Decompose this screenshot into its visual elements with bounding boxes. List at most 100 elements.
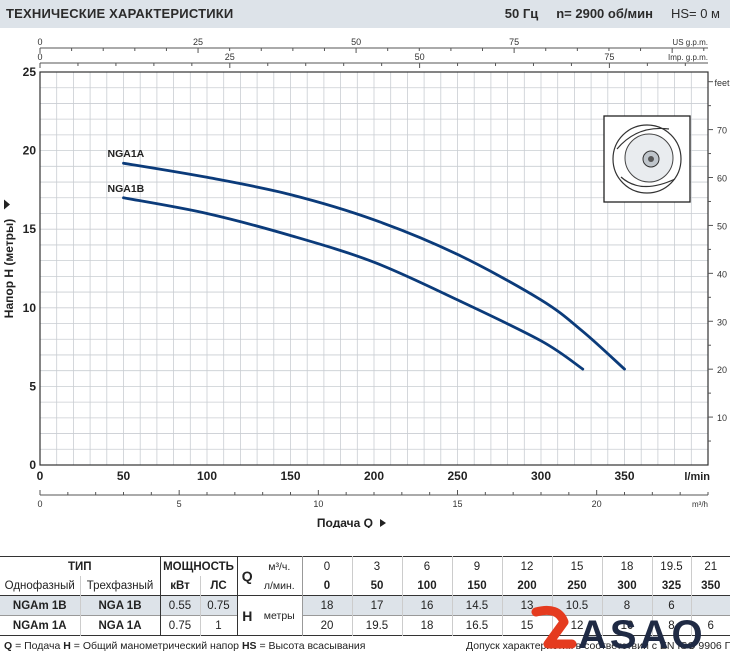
- model-three: NGA 1A: [80, 615, 161, 636]
- m3h-tick-label: 5: [177, 499, 182, 509]
- y-tick-label: 25: [23, 65, 37, 79]
- q-lmin-cell: 300: [602, 576, 653, 596]
- tolerance-note: Допуск характеристик в соответствии с EN…: [466, 640, 730, 652]
- x-tick-label: 250: [447, 469, 467, 483]
- m3h-tick-label: 15: [452, 499, 462, 509]
- logo-mark: [531, 605, 577, 649]
- header-params: 50 Гц n= 2900 об/мин HS= 0 м: [505, 6, 720, 21]
- q-lmin-cell: 150: [452, 576, 503, 596]
- head-cell: 10.5: [552, 595, 603, 616]
- x-tick-label: 200: [364, 469, 384, 483]
- q-unit-m3h: м³/ч.: [257, 556, 303, 576]
- model-single: NGAm 1B: [0, 595, 81, 616]
- legend-hs-key: HS: [241, 640, 257, 652]
- us-gpm-tick-label: 75: [509, 37, 519, 47]
- y-axis-title: Напор H (метры): [2, 219, 16, 318]
- feet-tick-label: 10: [717, 413, 727, 423]
- x-tick-label: 350: [614, 469, 634, 483]
- imp-gpm-unit-label: Imp. g.p.m.: [668, 53, 708, 62]
- suction-height-label: HS= 0 м: [670, 6, 720, 21]
- feet-tick-label: 50: [717, 221, 727, 231]
- us-gpm-tick-label: 25: [193, 37, 203, 47]
- chart-labels: Подача Q Напор H (метры) NGA1A NGA1B: [2, 148, 386, 528]
- header-bar: ТЕХНИЧЕСКИЕ ХАРАКТЕРИСТИКИ 50 Гц n= 2900 …: [0, 0, 730, 28]
- q-m3h-cell: 6: [402, 556, 453, 576]
- head-cell: 6: [707, 619, 714, 632]
- x-tick-label: 150: [280, 469, 300, 483]
- spec-table: ТИП МОЩНОСТЬ Q м³/ч. 0 3 6 9 12 15 18 19…: [0, 556, 730, 636]
- feet-tick-label: 40: [717, 269, 727, 279]
- x-axis-title: Подача Q: [317, 516, 373, 528]
- power-hp: 1: [200, 615, 238, 636]
- m3h-tick-label: 10: [313, 499, 323, 509]
- legend-q: = Подача: [12, 640, 64, 652]
- q-header: Q: [241, 568, 253, 584]
- hp-header: ЛС: [200, 576, 238, 596]
- q-lmin-cell: 50: [352, 576, 403, 596]
- head-cell: 14.5: [452, 595, 503, 616]
- imp-gpm-tick-label: 0: [37, 52, 42, 62]
- q-m3h-cell: 19.5: [652, 556, 692, 576]
- q-lmin-cell: 200: [502, 576, 553, 596]
- y-tick-label: 15: [23, 222, 37, 236]
- three-phase-header: Трехфазный: [80, 576, 161, 596]
- imp-gpm-tick-label: 25: [225, 52, 235, 62]
- q-m3h-cell: 12: [502, 556, 553, 576]
- power-hp: 0.75: [200, 595, 238, 616]
- q-unit-lmin: л/мин.: [257, 576, 303, 596]
- frequency-label: 50 Гц: [504, 6, 539, 21]
- q-m3h-cell: 15: [552, 556, 603, 576]
- x-tick-label: 0: [37, 469, 44, 483]
- q-m3h-cell: 18: [602, 556, 653, 576]
- single-phase-header: Однофазный: [0, 576, 81, 596]
- series-line-nga1b: [122, 196, 585, 371]
- q-lmin-cell: 250: [552, 576, 603, 596]
- feet-tick-label: 60: [717, 174, 727, 184]
- q-m3h-cell: 9: [452, 556, 503, 576]
- imp-gpm-tick-label: 50: [415, 52, 425, 62]
- q-m3h-cell: 3: [352, 556, 403, 576]
- feet-unit-label: feet: [714, 78, 730, 88]
- chart-curves: [122, 161, 626, 371]
- page-title: ТЕХНИЧЕСКИЕ ХАРАКТЕРИСТИКИ: [6, 6, 234, 21]
- q-lmin-cell: 325: [652, 576, 692, 596]
- m3h-tick-label: 20: [592, 499, 602, 509]
- kw-header: кВт: [160, 576, 201, 596]
- model-three: NGA 1B: [80, 595, 161, 616]
- us-gpm-unit-label: US g.p.m.: [672, 38, 708, 47]
- y-tick-label: 20: [23, 144, 37, 158]
- m3h-unit-label: m³/h: [692, 500, 708, 509]
- legend-hs: = Высота всасывания: [256, 640, 366, 652]
- feet-tick-label: 70: [717, 126, 727, 136]
- x-tick-label: 300: [531, 469, 551, 483]
- h-unit: метры: [257, 595, 303, 636]
- legend-q-key: Q: [4, 640, 13, 652]
- m3h-tick-label: 0: [37, 499, 42, 509]
- head-cell: 8: [652, 615, 692, 636]
- q-m3h-cell: 21: [704, 560, 718, 573]
- type-header: ТИП: [0, 556, 161, 576]
- chart-frame: [39, 71, 709, 466]
- head-cell: 10: [602, 615, 653, 636]
- impeller-vane: [616, 127, 670, 150]
- plot-border: [39, 71, 709, 466]
- us-gpm-tick-label: 50: [351, 37, 361, 47]
- q-lmin-cell: 100: [402, 576, 453, 596]
- head-cell: 16.5: [452, 615, 503, 636]
- series-label: NGA1A: [108, 148, 145, 160]
- power-kw: 0.55: [160, 595, 201, 616]
- us-gpm-tick-label: 0: [37, 37, 42, 47]
- model-single: NGAm 1A: [0, 615, 81, 636]
- chart-grid: [39, 71, 709, 466]
- power-kw: 0.75: [160, 615, 201, 636]
- feet-tick-label: 30: [717, 317, 727, 327]
- series-label: NGA1B: [108, 183, 145, 195]
- y-axis-arrow-icon: [4, 199, 10, 210]
- asao-logo: ASAO: [531, 605, 703, 656]
- y-tick-label: 0: [29, 458, 36, 472]
- x-unit-label: l/min: [684, 471, 710, 483]
- table-row: NGAm 1A NGA 1A 0.75 1 20 19.5 18 16.5 15…: [0, 615, 730, 636]
- q-m3h-cell: 0: [302, 556, 353, 576]
- head-cell: 16: [402, 595, 453, 616]
